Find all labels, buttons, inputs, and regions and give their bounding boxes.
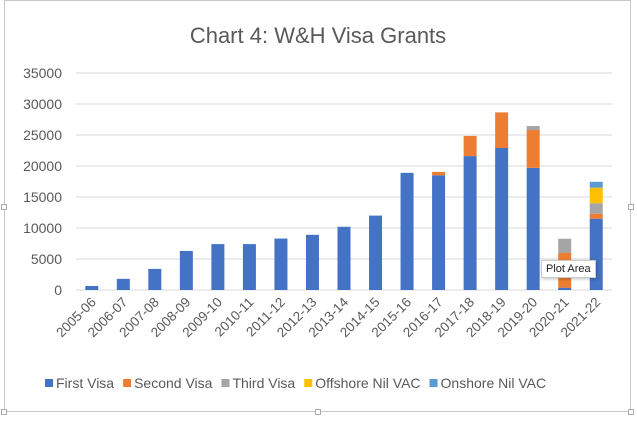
bar-second-visa [526, 130, 540, 168]
bar-first-visa [274, 238, 288, 290]
bar-first-visa [495, 148, 509, 290]
bar-first-visa [463, 156, 477, 290]
legend-label: Onshore Nil VAC [441, 375, 547, 391]
bar-second-visa [432, 171, 446, 176]
y-tick-label: 10000 [23, 220, 62, 236]
y-tick-label: 35000 [23, 65, 62, 81]
bar-first-visa [432, 175, 446, 290]
legend-label: Third Visa [232, 375, 295, 391]
legend-swatch [123, 379, 132, 387]
legend-label: Second Visa [134, 375, 213, 391]
y-tick-label: 25000 [23, 127, 62, 143]
y-tick-label: 20000 [23, 158, 62, 174]
legend-label: Offshore Nil VAC [315, 375, 420, 391]
legend-swatch [429, 379, 438, 387]
bar-third-visa [558, 238, 572, 253]
bar-first-visa [369, 215, 383, 290]
bar-second-visa [463, 135, 477, 157]
bar-first-visa [337, 226, 351, 290]
resize-handle-right[interactable] [628, 204, 634, 210]
bar-first-visa [242, 244, 256, 290]
y-tick-label: 5000 [31, 251, 62, 267]
y-tick-label: 0 [54, 282, 62, 298]
bar-first-visa [305, 234, 319, 290]
bar-third-visa [526, 126, 540, 131]
legend-swatch [45, 379, 53, 387]
bar-first-visa [116, 278, 130, 290]
bar-onshore-nil-vac [589, 181, 603, 188]
tooltip-plot-area: Plot Area [541, 260, 596, 278]
y-tick-label: 30000 [23, 96, 62, 112]
bar-first-visa [526, 167, 540, 290]
resize-handle-bottom[interactable] [315, 409, 321, 415]
bar-first-visa [558, 287, 572, 290]
bar-first-visa [211, 244, 225, 290]
legend-swatch [221, 379, 230, 387]
resize-handle-left[interactable] [1, 204, 7, 210]
resize-handle-bottom-right[interactable] [628, 409, 634, 415]
y-tick-label: 15000 [23, 189, 62, 205]
bar-second-visa [495, 112, 509, 149]
bar-first-visa [400, 172, 414, 290]
legend-label: First Visa [56, 375, 114, 391]
bar-first-visa [85, 285, 99, 290]
bar-second-visa [589, 213, 603, 219]
resize-handle-bottom-left[interactable] [1, 409, 7, 415]
bar-first-visa [589, 218, 603, 290]
legend-swatch [304, 379, 313, 387]
bar-first-visa [179, 250, 193, 290]
bar-third-visa [589, 203, 603, 214]
bar-offshore-nil-vac [589, 187, 603, 204]
chart-title: Chart 4: W&H Visa Grants [190, 23, 446, 48]
bar-first-visa [148, 268, 162, 290]
